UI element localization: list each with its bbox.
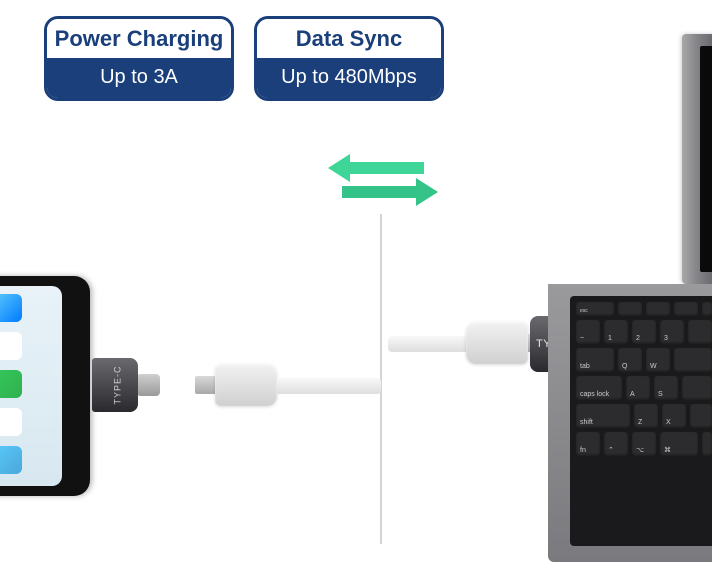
key-ctrl: ⌃ — [604, 432, 628, 456]
key-fn — [646, 302, 670, 316]
adapter-plug — [138, 374, 160, 396]
sync-arrows-icon — [328, 150, 438, 210]
power-charging-badge: Power Charging Up to 3A — [44, 16, 234, 101]
usb-cable-right — [388, 318, 528, 368]
phone-screen — [0, 286, 62, 486]
key-caps: caps lock — [576, 376, 622, 400]
cable-wire — [277, 378, 381, 394]
key-opt: ⌥ — [632, 432, 656, 456]
adapter-body: TYPE-C — [92, 358, 138, 412]
app-icon — [0, 370, 22, 398]
badge-title: Data Sync — [257, 19, 441, 58]
micro-usb-tip — [195, 376, 215, 394]
app-icon — [0, 294, 22, 322]
badge-title: Power Charging — [47, 19, 231, 58]
app-icon — [0, 408, 22, 436]
key-shift: shift — [576, 404, 630, 428]
key-letter: Z — [634, 404, 658, 428]
data-sync-badge: Data Sync Up to 480Mbps — [254, 16, 444, 101]
badge-subtitle: Up to 480Mbps — [257, 58, 441, 98]
key-letter: W — [646, 348, 670, 372]
laptop-display — [700, 46, 712, 272]
app-icon — [0, 446, 22, 474]
key-tab: tab — [576, 348, 614, 372]
key-number: 2 — [632, 320, 656, 344]
cable-wire — [388, 336, 466, 352]
type-c-adapter-left: TYPE-C — [92, 350, 172, 420]
cable-connector-head — [215, 364, 277, 406]
key-cmd: ⌘ — [660, 432, 698, 456]
app-icon — [0, 332, 22, 360]
key-fn — [618, 302, 642, 316]
smartphone-device — [0, 276, 90, 496]
laptop-lid — [682, 34, 712, 284]
key-letter — [682, 376, 712, 400]
cable-connector-head — [466, 322, 528, 364]
key-space — [702, 432, 712, 456]
laptop-keyboard: esc ~ 1 2 3 tab Q W caps lock A — [570, 296, 712, 546]
adapter-label: TYPE-C — [113, 365, 123, 404]
key-fn — [702, 302, 712, 316]
feature-badges: Power Charging Up to 3A Data Sync Up to … — [44, 16, 444, 101]
laptop-device: esc ~ 1 2 3 tab Q W caps lock A — [548, 34, 712, 562]
badge-subtitle: Up to 3A — [47, 58, 231, 98]
key-letter: A — [626, 376, 650, 400]
key-letter: S — [654, 376, 678, 400]
key-letter — [674, 348, 712, 372]
key-tilde: ~ — [576, 320, 600, 344]
laptop-base: esc ~ 1 2 3 tab Q W caps lock A — [548, 284, 712, 562]
key-letter: X — [662, 404, 686, 428]
key-number — [688, 320, 712, 344]
key-fn: fn — [576, 432, 600, 456]
key-letter — [690, 404, 712, 428]
usb-cable-left — [215, 360, 375, 410]
key-letter: Q — [618, 348, 642, 372]
key-number: 1 — [604, 320, 628, 344]
key-esc: esc — [576, 302, 614, 316]
key-fn — [674, 302, 698, 316]
key-number: 3 — [660, 320, 684, 344]
